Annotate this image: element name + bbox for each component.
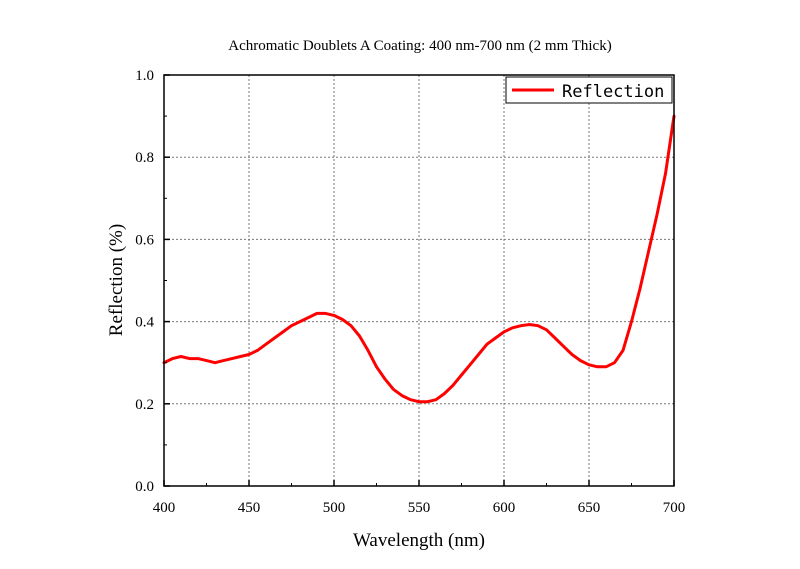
legend-label: Reflection: [562, 82, 664, 102]
y-tick-label: 0.8: [135, 150, 154, 166]
x-tick-label: 500: [323, 500, 346, 516]
x-axis-ticks: 400 450 500 550 600 650 700: [153, 480, 686, 516]
y-axis-label: Reflection (%): [106, 224, 127, 336]
x-tick-label: 650: [578, 500, 601, 516]
y-axis-ticks: 0.0 0.2 0.4 0.6 0.8 1.0: [135, 68, 170, 495]
series-line-reflection: [162, 114, 676, 404]
series-layer: [162, 114, 676, 404]
x-tick-label: 600: [493, 500, 516, 516]
chart-title: Achromatic Doublets A Coating: 400 nm-70…: [228, 38, 611, 54]
y-tick-label: 0.0: [135, 479, 154, 495]
y-tick-label: 0.6: [135, 232, 154, 248]
x-tick-label: 700: [663, 500, 686, 516]
y-tick-label: 0.4: [135, 315, 154, 331]
x-axis-label: Wavelength (nm): [353, 530, 485, 551]
grid-lines: [164, 75, 674, 486]
x-tick-label: 450: [238, 500, 261, 516]
y-tick-label: 1.0: [135, 68, 154, 84]
x-tick-label: 400: [153, 500, 176, 516]
legend: Reflection: [505, 76, 673, 104]
x-tick-label: 550: [408, 500, 431, 516]
y-tick-label: 0.2: [135, 397, 154, 413]
